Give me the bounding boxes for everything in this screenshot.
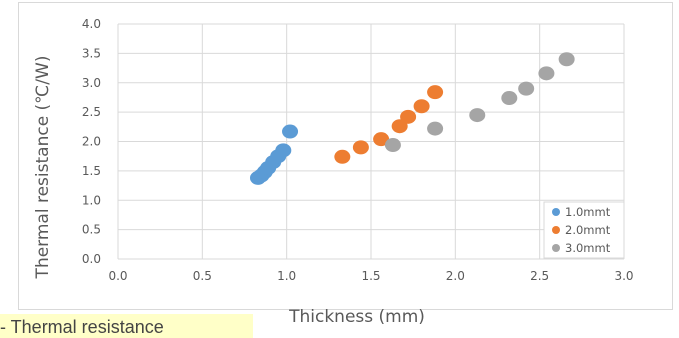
y-axis-ticks: 0.0 0.5 1.0 1.5 2.0 2.5 3.0 3.5 4.0 [82, 17, 101, 266]
data-points [249, 52, 575, 185]
data-point [413, 99, 430, 114]
x-axis-ticks: 0.0 0.5 1.0 1.5 2.0 2.5 3.0 [108, 269, 633, 283]
x-tick-label: 3.0 [614, 269, 633, 283]
x-tick-label: 0.0 [108, 269, 127, 283]
series-1.0mmt [249, 124, 299, 185]
y-axis-title: Thermal resistance (℃/W) [33, 56, 53, 280]
x-tick-label: 2.0 [446, 269, 465, 283]
y-tick-label: 0.5 [82, 223, 101, 237]
legend-marker [552, 208, 560, 216]
x-tick-label: 0.5 [193, 269, 212, 283]
y-tick-label: 1.0 [82, 193, 101, 207]
data-point [558, 52, 575, 67]
x-tick-label: 1.5 [361, 269, 380, 283]
data-point [469, 108, 486, 123]
x-tick-label: 1.0 [277, 269, 296, 283]
legend-items: 1.0mmt 2.0mmt 3.0mmt [552, 205, 611, 255]
data-point [427, 121, 444, 136]
x-axis-title: Thickness (mm) [288, 307, 425, 327]
y-tick-label: 2.5 [82, 105, 101, 119]
x-tick-label: 2.5 [530, 269, 549, 283]
data-point [391, 119, 408, 134]
y-tick-label: 3.0 [82, 76, 101, 90]
legend-entry: 3.0mmt [565, 241, 611, 255]
data-point [518, 81, 535, 96]
data-point [275, 143, 292, 158]
data-point [373, 132, 390, 147]
data-point [538, 66, 555, 81]
data-point [352, 140, 369, 155]
legend-marker [552, 226, 560, 234]
series-2.0mmt [334, 85, 444, 164]
data-point [501, 91, 518, 106]
series-3.0mmt [384, 52, 575, 153]
y-tick-label: 0.0 [82, 252, 101, 266]
data-point [282, 124, 299, 139]
data-point [384, 138, 401, 153]
legend: 1.0mmt 2.0mmt 3.0mmt [543, 201, 625, 259]
y-tick-label: 1.5 [82, 164, 101, 178]
data-point [427, 85, 444, 100]
gridlines [117, 23, 625, 260]
legend-marker [552, 244, 560, 252]
legend-entry: 1.0mmt [565, 205, 611, 219]
legend-entry: 2.0mmt [565, 223, 611, 237]
caption-label: s - Thermal resistance [0, 314, 253, 338]
y-tick-label: 3.5 [82, 46, 101, 60]
data-point [400, 109, 417, 124]
y-tick-label: 4.0 [82, 17, 101, 31]
y-tick-label: 2.0 [82, 135, 101, 149]
data-point [334, 149, 351, 164]
chart-border [18, 2, 673, 310]
